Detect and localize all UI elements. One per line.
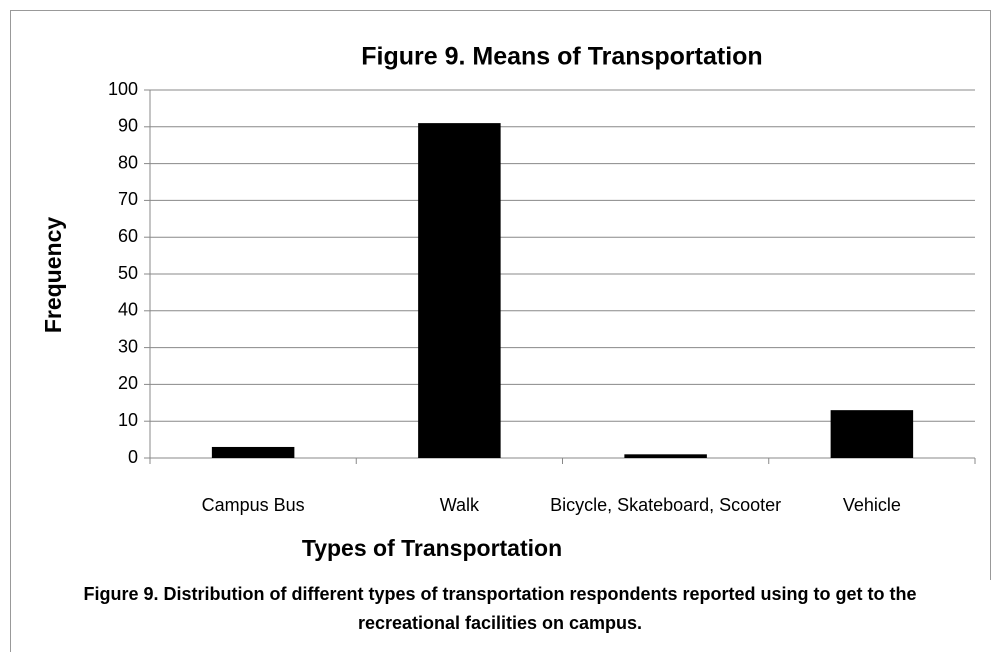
x-tick-label: Campus Bus (202, 495, 305, 515)
y-tick-label: 70 (118, 189, 138, 209)
bar (418, 123, 501, 459)
y-tick-label: 0 (128, 447, 138, 467)
y-tick-label: 30 (118, 336, 138, 356)
chart-border (10, 10, 991, 652)
bar (211, 446, 295, 458)
bar (830, 410, 914, 458)
x-tick-label: Walk (440, 495, 480, 515)
bar (624, 454, 707, 458)
y-tick-label: 100 (108, 79, 138, 99)
y-tick-label: 20 (118, 373, 138, 393)
y-tick-label: 60 (118, 226, 138, 246)
y-tick-label: 90 (118, 116, 138, 136)
y-tick-label: 10 (118, 410, 138, 430)
x-axis-title: Types of Transportation (302, 535, 562, 561)
y-tick-label: 50 (118, 263, 138, 283)
x-tick-label: Vehicle (843, 495, 901, 515)
y-tick-label: 40 (118, 300, 138, 320)
y-axis-title: Frequency (40, 217, 66, 334)
y-tick-label: 80 (118, 152, 138, 172)
x-tick-label: Bicycle, Skateboard, Scooter (550, 495, 781, 515)
chart-title: Figure 9. Means of Transportation (361, 43, 762, 71)
figure-caption: Figure 9. Distribution of different type… (83, 584, 917, 633)
